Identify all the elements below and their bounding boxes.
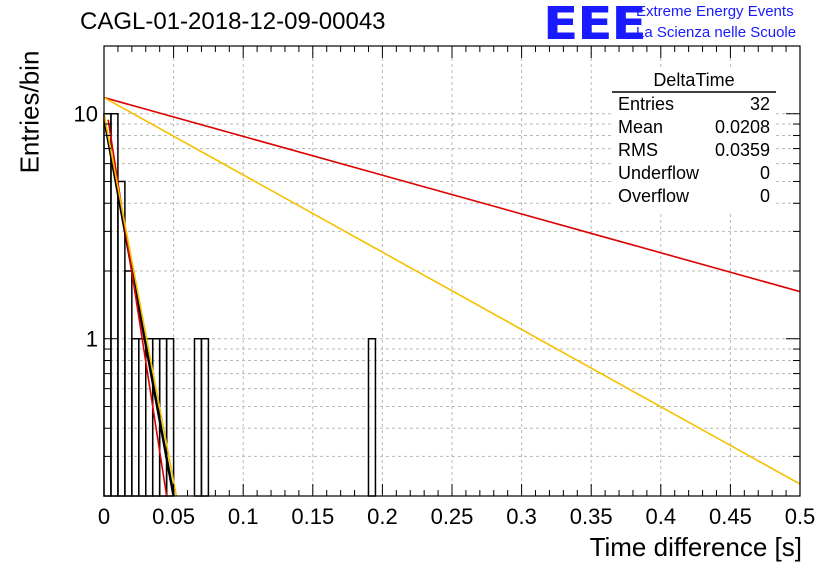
fit-line-red bbox=[104, 96, 800, 293]
histogram-bin bbox=[103, 112, 112, 497]
histogram-bin bbox=[367, 337, 377, 497]
x-tick-label: 0 bbox=[98, 504, 110, 529]
x-tick-label: 0.15 bbox=[291, 504, 334, 529]
x-tick-label: 0.1 bbox=[228, 504, 259, 529]
stats-label: Mean bbox=[618, 117, 663, 137]
brand-line-1: Extreme Energy Events bbox=[636, 3, 794, 20]
histogram-bin bbox=[193, 337, 203, 497]
x-tick-label: 0.5 bbox=[785, 504, 816, 529]
y-tick-label: 10 bbox=[74, 102, 98, 127]
x-axis-label: Time difference [s] bbox=[589, 532, 802, 562]
histogram-bin bbox=[124, 270, 133, 497]
stats-value: 0 bbox=[760, 163, 770, 183]
x-tick-label: 0.35 bbox=[570, 504, 613, 529]
histogram-bin bbox=[200, 337, 210, 497]
y-axis-label: Entries/bin bbox=[14, 50, 45, 174]
y-tick-label: 1 bbox=[86, 327, 98, 352]
x-tick-label: 0.25 bbox=[431, 504, 474, 529]
x-tick-label: 0.45 bbox=[709, 504, 752, 529]
stats-value: 32 bbox=[750, 94, 770, 114]
chart-title: CAGL-01-2018-12-09-00043 bbox=[80, 8, 386, 35]
stats-label: Entries bbox=[618, 94, 674, 114]
histogram-bin bbox=[138, 337, 147, 497]
fit-line-black bbox=[104, 117, 175, 496]
stats-value: 0 bbox=[760, 186, 770, 206]
histogram-bin bbox=[131, 337, 140, 497]
stats-value: 0.0359 bbox=[715, 140, 770, 160]
stats-label: Overflow bbox=[618, 186, 690, 206]
x-tick-label: 0.05 bbox=[152, 504, 195, 529]
fit-line-yellow bbox=[104, 113, 178, 496]
fit-line-red bbox=[107, 119, 168, 496]
x-tick-label: 0.3 bbox=[506, 504, 537, 529]
eee-logo: EEE bbox=[543, 0, 647, 50]
stats-value: 0.0208 bbox=[715, 117, 770, 137]
x-tick-label: 0.2 bbox=[367, 504, 398, 529]
brand-line-2: La Scienza nelle Scuole bbox=[636, 24, 797, 41]
stats-box-title: DeltaTime bbox=[653, 70, 734, 90]
x-tick-label: 0.4 bbox=[646, 504, 677, 529]
fit-line-yellow bbox=[104, 96, 800, 485]
stats-label: Underflow bbox=[618, 163, 700, 183]
stats-label: RMS bbox=[618, 140, 658, 160]
